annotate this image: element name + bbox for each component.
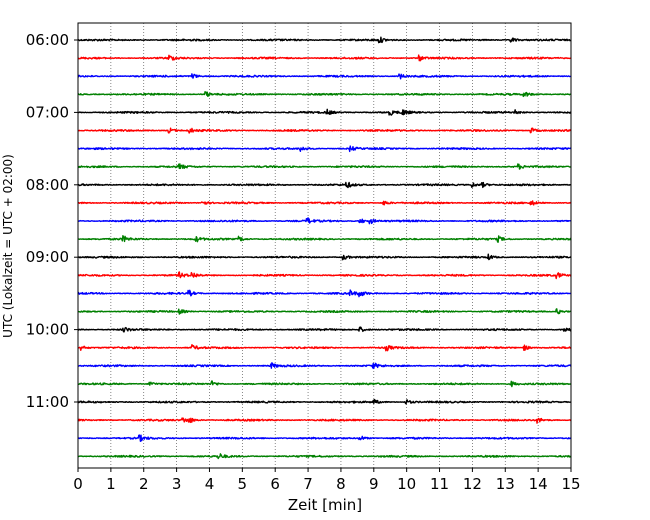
trace-0730 — [77, 145, 572, 153]
x-axis-label: Zeit [min] — [288, 496, 362, 514]
x-tick-label: 5 — [238, 475, 248, 493]
y-axis-label: UTC (Lokalzeit = UTC + 02:00) — [1, 154, 15, 338]
trace-1100 — [77, 398, 572, 405]
y-tick-label: 10:00 — [26, 321, 69, 339]
trace-0830 — [77, 217, 572, 225]
x-tick-label: 15 — [561, 475, 580, 493]
y-tick-label: 09:00 — [26, 248, 69, 266]
trace-1115 — [77, 417, 572, 424]
trace-0845 — [77, 235, 572, 243]
x-tick-label: 14 — [529, 475, 548, 493]
trace-0600 — [77, 36, 572, 44]
trace-0745 — [77, 163, 572, 170]
x-tick-label: 9 — [369, 475, 379, 493]
trace-0615 — [77, 54, 572, 62]
x-tick-label: 2 — [139, 475, 149, 493]
y-tick-label: 06:00 — [26, 31, 69, 49]
plot-frame — [77, 22, 572, 469]
trace-0715 — [77, 127, 572, 134]
trace-1030 — [77, 362, 572, 370]
trace-1045 — [77, 380, 572, 388]
trace-0930 — [77, 289, 572, 298]
vertical-grid — [110, 23, 539, 468]
x-tick-label: 7 — [303, 475, 313, 493]
y-axis: 06:00 07:00 08:00 09:00 10:00 11:00 — [26, 31, 78, 411]
y-tick-label: 08:00 — [26, 176, 69, 194]
trace-0645 — [77, 90, 572, 98]
trace-0800 — [77, 181, 572, 189]
trace-1000 — [77, 326, 572, 333]
trace-0915 — [77, 271, 572, 280]
y-tick-label: 11:00 — [26, 393, 69, 411]
trace-0630 — [77, 73, 572, 80]
trace-1015 — [77, 344, 572, 352]
trace-0900 — [77, 253, 572, 261]
x-tick-label: 3 — [172, 475, 182, 493]
x-tick-label: 12 — [463, 475, 482, 493]
x-tick-label: 6 — [270, 475, 280, 493]
x-axis: 0 1 2 3 4 5 6 7 8 9 10 11 12 13 14 15 — [73, 468, 581, 493]
trace-0815 — [77, 200, 572, 206]
trace-0700 — [77, 108, 572, 116]
trace-1130 — [77, 434, 572, 442]
x-tick-label: 11 — [430, 475, 449, 493]
x-tick-label: 13 — [496, 475, 515, 493]
x-tick-label: 10 — [397, 475, 416, 493]
x-tick-label: 4 — [205, 475, 215, 493]
trace-0945 — [77, 308, 572, 315]
x-tick-label: 8 — [336, 475, 346, 493]
trace-group — [77, 36, 572, 460]
y-tick-label: 07:00 — [26, 103, 69, 121]
x-tick-label: 0 — [73, 475, 83, 493]
trace-1145 — [77, 453, 572, 460]
x-tick-label: 1 — [106, 475, 116, 493]
